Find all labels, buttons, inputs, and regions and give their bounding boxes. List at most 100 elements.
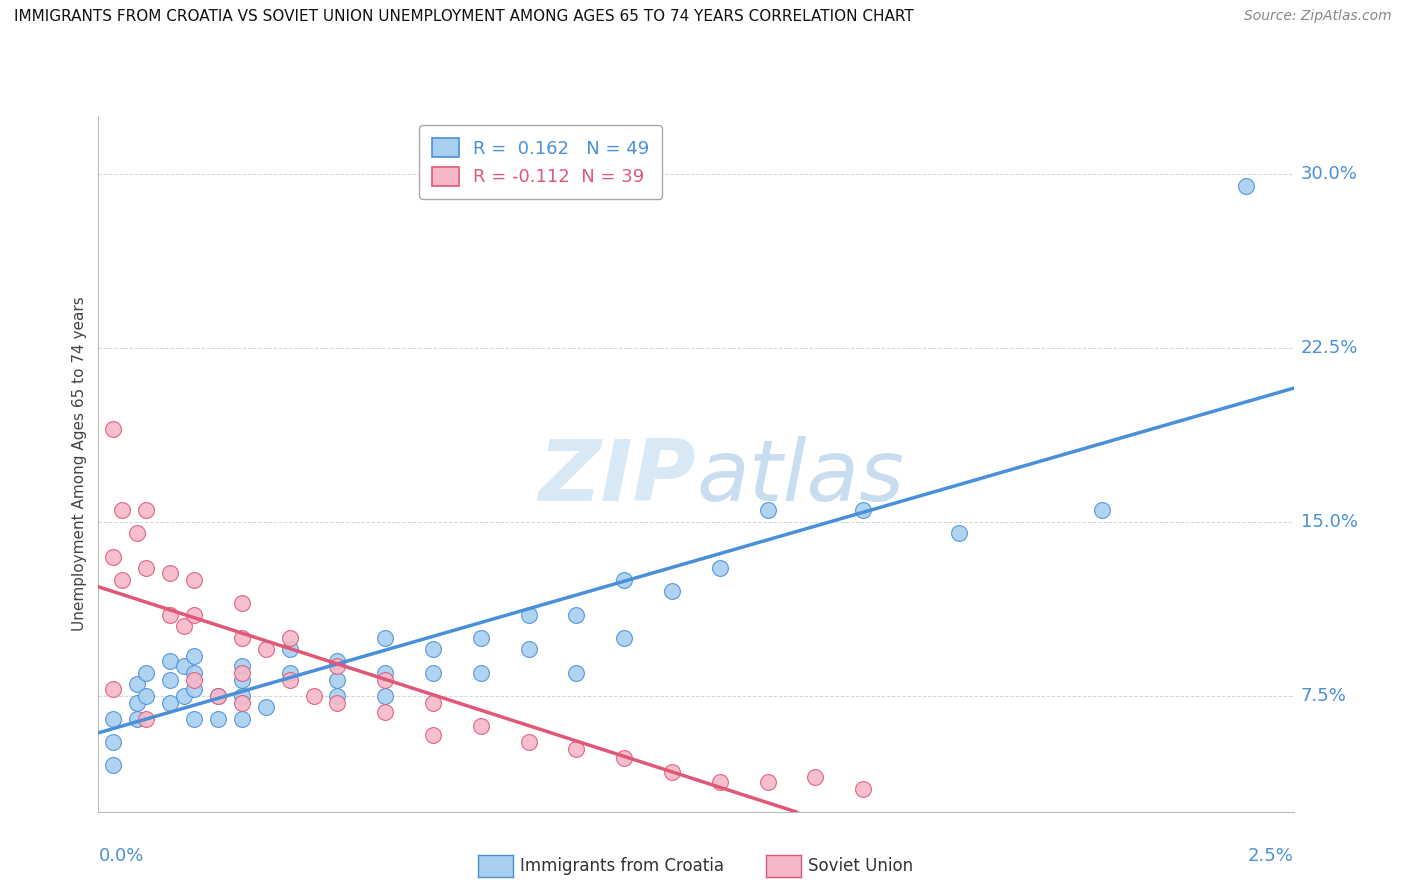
Point <box>231 673 253 687</box>
Point <box>374 705 396 719</box>
Point <box>565 665 588 680</box>
Text: Soviet Union: Soviet Union <box>808 857 914 875</box>
Point <box>101 681 124 696</box>
Point <box>183 607 205 622</box>
Point <box>159 696 181 710</box>
Point <box>709 774 731 789</box>
Text: ZIP: ZIP <box>538 436 696 519</box>
Y-axis label: Unemployment Among Ages 65 to 74 years: Unemployment Among Ages 65 to 74 years <box>72 296 87 632</box>
Point <box>183 649 205 664</box>
Text: atlas: atlas <box>696 436 904 519</box>
Point <box>374 665 396 680</box>
Point <box>135 665 157 680</box>
Point <box>326 689 349 703</box>
Text: Immigrants from Croatia: Immigrants from Croatia <box>520 857 724 875</box>
Point <box>326 696 349 710</box>
Point <box>159 566 181 580</box>
Point <box>565 607 588 622</box>
Point <box>302 689 325 703</box>
Point <box>254 700 277 714</box>
Text: 2.5%: 2.5% <box>1247 847 1294 865</box>
Point <box>613 573 636 587</box>
Point <box>101 735 124 749</box>
Point <box>183 665 205 680</box>
Point <box>135 561 157 575</box>
Text: IMMIGRANTS FROM CROATIA VS SOVIET UNION UNEMPLOYMENT AMONG AGES 65 TO 74 YEARS C: IMMIGRANTS FROM CROATIA VS SOVIET UNION … <box>14 9 914 24</box>
Point <box>804 770 827 784</box>
Point <box>613 751 636 765</box>
Point <box>422 642 444 657</box>
Point <box>231 658 253 673</box>
Point <box>756 503 779 517</box>
Text: 7.5%: 7.5% <box>1301 687 1347 705</box>
Point <box>709 561 731 575</box>
Point <box>183 681 205 696</box>
Point <box>207 689 229 703</box>
Point <box>948 526 970 541</box>
Point <box>101 549 124 564</box>
Point <box>159 654 181 668</box>
Point <box>183 673 205 687</box>
Point <box>326 658 349 673</box>
Text: Source: ZipAtlas.com: Source: ZipAtlas.com <box>1244 9 1392 23</box>
Point <box>231 712 253 726</box>
Point <box>374 631 396 645</box>
Point <box>374 689 396 703</box>
Point <box>231 696 253 710</box>
Point <box>422 728 444 742</box>
Point <box>159 607 181 622</box>
Point <box>422 665 444 680</box>
Point <box>278 631 301 645</box>
Point <box>101 712 124 726</box>
Point <box>517 607 540 622</box>
Point <box>125 526 148 541</box>
Point <box>183 573 205 587</box>
Point <box>278 642 301 657</box>
Point <box>135 689 157 703</box>
Point <box>125 712 148 726</box>
Point <box>231 631 253 645</box>
Point <box>278 673 301 687</box>
Point <box>326 654 349 668</box>
Point <box>183 712 205 726</box>
Text: 22.5%: 22.5% <box>1301 339 1358 357</box>
Point <box>852 503 875 517</box>
Point <box>278 665 301 680</box>
Point <box>470 631 492 645</box>
Point <box>374 673 396 687</box>
Point <box>1234 178 1257 193</box>
Point <box>111 503 134 517</box>
Point <box>1091 503 1114 517</box>
Text: 15.0%: 15.0% <box>1301 513 1358 531</box>
Point <box>159 673 181 687</box>
Point <box>661 584 683 599</box>
Point <box>207 689 229 703</box>
Point <box>231 596 253 610</box>
Point <box>125 677 148 691</box>
Point <box>254 642 277 657</box>
Point <box>125 696 148 710</box>
Point <box>756 774 779 789</box>
Point <box>517 642 540 657</box>
Point <box>613 631 636 645</box>
Point <box>517 735 540 749</box>
Point <box>135 503 157 517</box>
Point <box>422 696 444 710</box>
Point <box>852 781 875 796</box>
Point <box>470 665 492 680</box>
Text: 0.0%: 0.0% <box>98 847 143 865</box>
Point <box>565 742 588 756</box>
Point <box>326 673 349 687</box>
Text: 30.0%: 30.0% <box>1301 165 1357 183</box>
Point <box>101 758 124 772</box>
Point <box>231 689 253 703</box>
Point <box>470 719 492 733</box>
Point <box>111 573 134 587</box>
Point <box>207 712 229 726</box>
Point <box>173 619 195 633</box>
Legend: R =  0.162   N = 49, R = -0.112  N = 39: R = 0.162 N = 49, R = -0.112 N = 39 <box>419 125 662 199</box>
Point <box>231 665 253 680</box>
Point <box>661 765 683 780</box>
Point <box>173 689 195 703</box>
Point <box>173 658 195 673</box>
